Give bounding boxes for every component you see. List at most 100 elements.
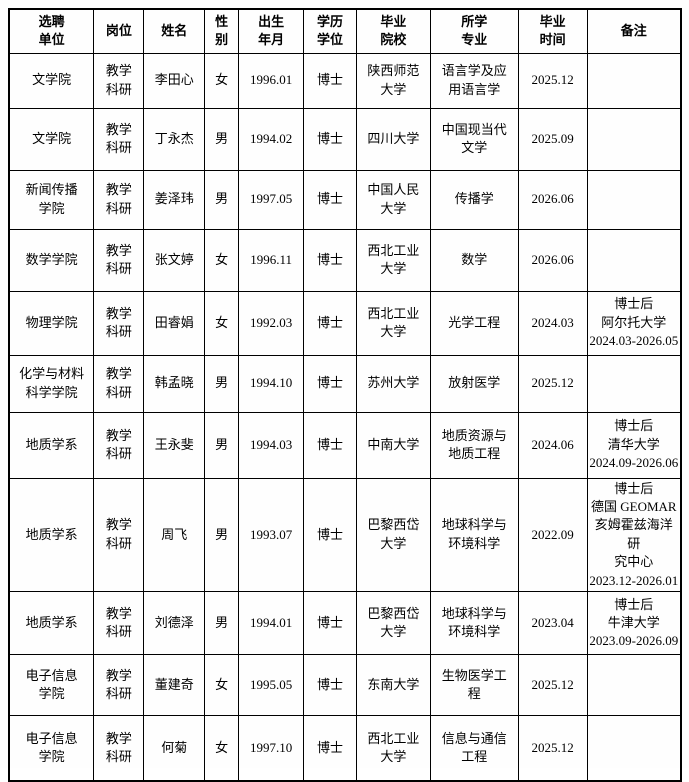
table-cell-school: 西北工业 大学 [355, 715, 431, 782]
table-row: 物理学院 教学 科研 田睿娟女 1992.03 博士 西北工业 大学 光学工程 2024.03… [8, 290, 682, 356]
table-cell-name: 刘德泽 [143, 591, 206, 656]
table-row: 化学与材料 科学学院 教学 科研 韩孟晓男 1994.10 博士 苏州大学 放射医学 2025… [8, 354, 682, 413]
table-cell-post: 教学 科研 [93, 715, 145, 782]
table-cell-degree: 博士 [303, 354, 357, 413]
recruitment-table: 选聘 单位 岗位 姓名性 别出生 年月 学历 学位 毕业 院校 所学 专业 毕业 时间 备注 … [8, 8, 682, 782]
column-header-grad: 毕业 时间 [517, 8, 588, 54]
table-cell-remark: 博士后 牛津大学 2023.09-2026.09 [586, 591, 682, 656]
table-cell-gender: 男 [204, 354, 240, 413]
table-cell-school: 巴黎西岱 大学 [355, 477, 431, 593]
table-cell-gender: 女 [204, 228, 240, 292]
column-header-remark: 备注 [586, 8, 682, 54]
table-cell-major: 中国现当代 文学 [429, 107, 519, 171]
column-header-gender: 性 别 [204, 8, 240, 54]
table-cell-grad: 2024.03 [517, 290, 588, 356]
table-cell-grad: 2025.09 [517, 107, 588, 171]
table-cell-name: 周飞 [143, 477, 206, 593]
table-cell-major: 光学工程 [429, 290, 519, 356]
table-cell-post: 教学 科研 [93, 411, 145, 479]
table-cell-gender: 女 [204, 715, 240, 782]
table-cell-degree: 博士 [303, 228, 357, 292]
table-cell-degree: 博士 [303, 52, 357, 109]
table-cell-unit: 电子信息 学院 [8, 654, 95, 717]
table-cell-unit: 物理学院 [8, 290, 95, 356]
table-cell-post: 教学 科研 [93, 591, 145, 656]
table-cell-grad: 2025.12 [517, 715, 588, 782]
table-row: 地质学系 教学 科研 刘德泽男 1994.01 博士 巴黎西岱 大学 地球科学与 环境科学 2… [8, 591, 682, 656]
table-cell-major: 数学 [429, 228, 519, 292]
table-cell-post: 教学 科研 [93, 228, 145, 292]
table-cell-remark: 博士后 德国 GEOMAR 亥姆霍兹海洋研 究中心 2023.12-2026.0… [586, 477, 682, 593]
table-cell-remark [586, 228, 682, 292]
table-cell-remark: 博士后 清华大学 2024.09-2026.06 [586, 411, 682, 479]
table-cell-remark [586, 169, 682, 230]
table-cell-grad: 2026.06 [517, 169, 588, 230]
table-cell-school: 巴黎西岱 大学 [355, 591, 431, 656]
table-cell-degree: 博士 [303, 477, 357, 593]
table-row: 文学院 教学 科研 丁永杰男 1994.02 博士 四川大学 中国现当代 文学 2025.09 [8, 107, 682, 171]
table-cell-birth: 1994.03 [238, 411, 305, 479]
table-cell-remark [586, 52, 682, 109]
table-cell-birth: 1994.02 [238, 107, 305, 171]
table-cell-major: 地球科学与 环境科学 [429, 477, 519, 593]
table-cell-degree: 博士 [303, 411, 357, 479]
table-cell-name: 丁永杰 [143, 107, 206, 171]
table-body: 文学院 教学 科研 李田心女 1996.01 博士 陕西师范 大学 语言学及应 用语言学 20… [8, 52, 682, 782]
table-cell-degree: 博士 [303, 715, 357, 782]
table-cell-name: 董建奇 [143, 654, 206, 717]
table-cell-degree: 博士 [303, 107, 357, 171]
table-cell-unit: 化学与材料 科学学院 [8, 354, 95, 413]
table-cell-remark [586, 107, 682, 171]
table-cell-grad: 2024.06 [517, 411, 588, 479]
table-cell-major: 地质资源与 地质工程 [429, 411, 519, 479]
table-cell-birth: 1995.05 [238, 654, 305, 717]
table-cell-grad: 2023.04 [517, 591, 588, 656]
table-cell-gender: 女 [204, 290, 240, 356]
column-header-birth: 出生 年月 [238, 8, 305, 54]
table-cell-unit: 新闻传播 学院 [8, 169, 95, 230]
table-cell-gender: 男 [204, 169, 240, 230]
column-header-major: 所学 专业 [429, 8, 519, 54]
table-cell-grad: 2025.12 [517, 52, 588, 109]
table-cell-gender: 男 [204, 411, 240, 479]
column-header-name: 姓名 [143, 8, 206, 54]
table-cell-post: 教学 科研 [93, 52, 145, 109]
table-cell-name: 何菊 [143, 715, 206, 782]
table-cell-school: 中南大学 [355, 411, 431, 479]
table-cell-school: 中国人民 大学 [355, 169, 431, 230]
table-cell-unit: 地质学系 [8, 411, 95, 479]
table-cell-birth: 1994.01 [238, 591, 305, 656]
table-cell-grad: 2025.12 [517, 654, 588, 717]
column-header-degree: 学历 学位 [303, 8, 357, 54]
table-cell-birth: 1997.05 [238, 169, 305, 230]
table-cell-school: 苏州大学 [355, 354, 431, 413]
table-cell-grad: 2022.09 [517, 477, 588, 593]
header-row: 选聘 单位 岗位 姓名性 别出生 年月 学历 学位 毕业 院校 所学 专业 毕业 时间 备注 [8, 8, 682, 54]
table-cell-gender: 女 [204, 654, 240, 717]
table-cell-remark [586, 654, 682, 717]
table-cell-gender: 男 [204, 107, 240, 171]
table-row: 地质学系 教学 科研 周飞男 1993.07 博士 巴黎西岱 大学 地球科学与 环境科学 20… [8, 477, 682, 593]
table-cell-unit: 数学学院 [8, 228, 95, 292]
table-cell-name: 田睿娟 [143, 290, 206, 356]
table-cell-name: 韩孟晓 [143, 354, 206, 413]
table-cell-name: 李田心 [143, 52, 206, 109]
table-cell-school: 西北工业 大学 [355, 228, 431, 292]
table-cell-major: 传播学 [429, 169, 519, 230]
table-cell-degree: 博士 [303, 290, 357, 356]
table-cell-degree: 博士 [303, 169, 357, 230]
table-cell-birth: 1993.07 [238, 477, 305, 593]
table-cell-birth: 1992.03 [238, 290, 305, 356]
table-cell-remark [586, 354, 682, 413]
column-header-post: 岗位 [93, 8, 145, 54]
table-cell-major: 语言学及应 用语言学 [429, 52, 519, 109]
table-cell-gender: 女 [204, 52, 240, 109]
table-row: 文学院 教学 科研 李田心女 1996.01 博士 陕西师范 大学 语言学及应 用语言学 20… [8, 52, 682, 109]
table-cell-birth: 1996.11 [238, 228, 305, 292]
table-cell-post: 教学 科研 [93, 354, 145, 413]
table-cell-major: 信息与通信 工程 [429, 715, 519, 782]
column-header-school: 毕业 院校 [355, 8, 431, 54]
table-cell-post: 教学 科研 [93, 477, 145, 593]
table-cell-gender: 男 [204, 591, 240, 656]
